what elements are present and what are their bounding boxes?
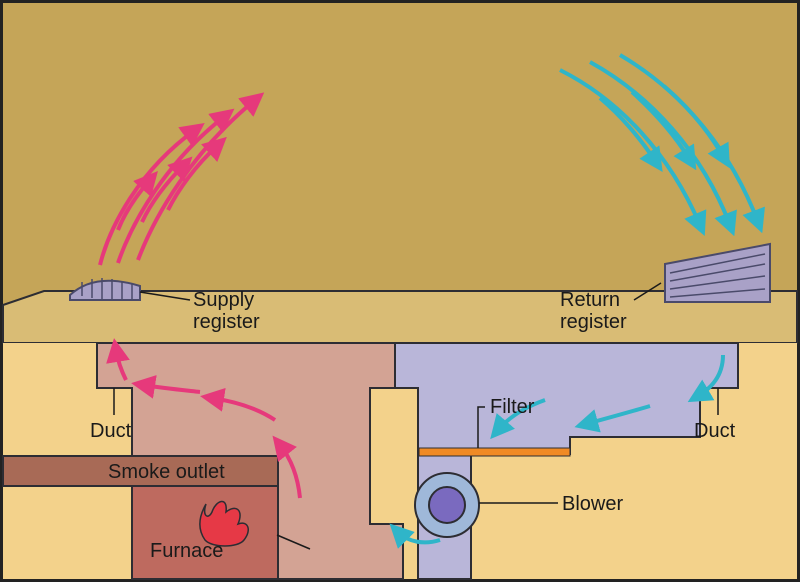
furnace-label: Furnace bbox=[150, 540, 223, 562]
filter-label: Filter bbox=[490, 396, 535, 418]
blower-inner bbox=[429, 487, 465, 523]
supply-register-label: Supplyregister bbox=[193, 289, 260, 333]
smoke-outlet-label: Smoke outlet bbox=[108, 461, 225, 483]
return-register-label: Returnregister bbox=[560, 289, 627, 333]
filter-bar bbox=[419, 448, 570, 456]
duct-right-label: Duct bbox=[694, 420, 736, 442]
blower-label: Blower bbox=[562, 493, 623, 515]
duct-left-label: Duct bbox=[90, 420, 132, 442]
